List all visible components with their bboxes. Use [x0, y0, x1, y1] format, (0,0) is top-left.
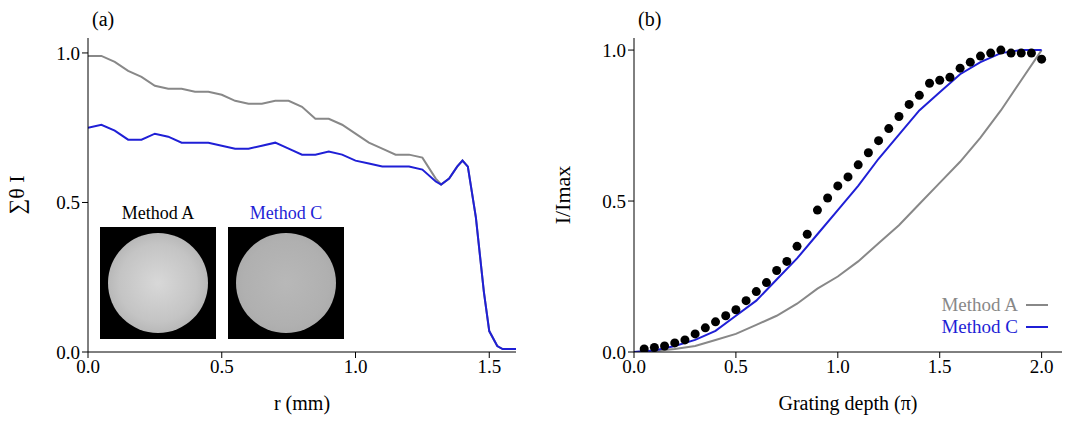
svg-text:0.5: 0.5	[602, 191, 626, 212]
svg-text:0.0: 0.0	[56, 342, 80, 363]
svg-text:I/Imax: I/Imax	[550, 166, 575, 225]
svg-text:1.5: 1.5	[928, 356, 952, 377]
html-text:(a): (a)	[92, 8, 115, 30]
svg-text:1.0: 1.0	[344, 356, 368, 377]
html-text:Method C: Method C	[941, 316, 1018, 337]
svg-text:0.5: 0.5	[56, 192, 80, 213]
svg-text:r (mm): r (mm)	[274, 392, 330, 415]
svg-text:0.5: 0.5	[210, 356, 234, 377]
svg-text:1.0: 1.0	[56, 43, 80, 64]
svg-text:0.0: 0.0	[622, 356, 646, 378]
html-text:(b): (b)	[638, 8, 662, 30]
svg-text:1.0: 1.0	[602, 40, 626, 61]
svg-text:0.5: 0.5	[724, 356, 748, 377]
html-text:Method A: Method A	[941, 294, 1018, 315]
html-text:Method A: Method A	[121, 203, 195, 223]
svg-text:1.5: 1.5	[477, 356, 501, 377]
svg-text:Grating depth (π): Grating depth (π)	[779, 392, 918, 415]
svg-text:0.0: 0.0	[76, 356, 100, 378]
svg-text:1.0: 1.0	[826, 356, 850, 377]
svg-text:0.0: 0.0	[602, 342, 626, 363]
svg-text:2.0: 2.0	[1030, 356, 1054, 377]
html-text:Method C: Method C	[249, 203, 323, 223]
svg-text:∑θ I: ∑θ I	[4, 175, 29, 214]
